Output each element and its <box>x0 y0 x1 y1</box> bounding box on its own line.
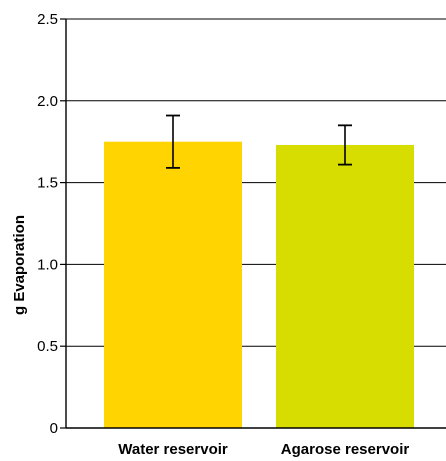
y-axis-title: g Evaporation <box>11 215 28 315</box>
bar-water-reservoir <box>104 141 242 428</box>
x-category-label: Agarose reservoir <box>281 441 410 458</box>
y-tick-label: 2.0 <box>37 93 58 110</box>
x-category-label: Water reservoir <box>118 441 228 458</box>
y-tick-labels: 0 0.5 1.0 1.5 2.0 2.5 <box>37 11 58 437</box>
error-bars <box>166 114 352 169</box>
bars <box>104 141 414 429</box>
y-tick-label: 0.5 <box>37 338 58 355</box>
y-tick-label: 1.5 <box>37 175 58 192</box>
error-bar <box>338 124 352 166</box>
bar-agarose-reservoir <box>276 144 414 429</box>
error-bar <box>166 114 180 169</box>
x-category-labels: Water reservoir Agarose reservoir <box>118 441 409 458</box>
axes <box>60 18 446 429</box>
y-tick-label: 2.5 <box>37 11 58 28</box>
y-tick-label: 1.0 <box>37 256 58 273</box>
y-tick-label: 0 <box>50 420 58 437</box>
